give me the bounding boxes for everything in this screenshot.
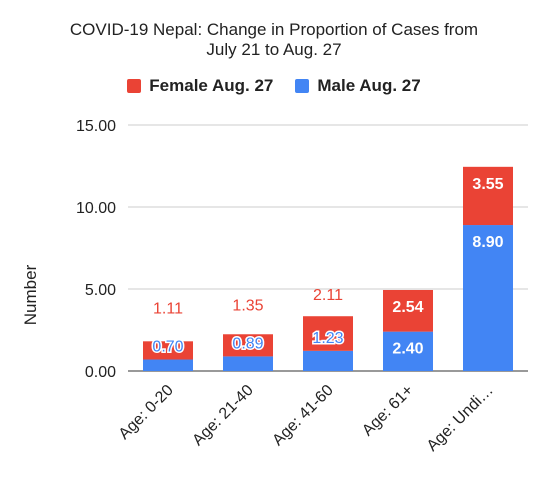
x-tick-label: Age: 61+ (359, 382, 417, 440)
data-label-male: 8.90 (472, 234, 503, 251)
legend-swatch-female (127, 79, 142, 93)
legend-label-male: Male Aug. 27 (317, 76, 421, 95)
legend-swatch-male (295, 79, 310, 93)
data-label-male: 1.23 (312, 330, 343, 347)
bar-male (383, 331, 433, 371)
bar-female (303, 316, 353, 351)
bar-male (303, 350, 353, 371)
x-tick-label: Age: 0-20 (116, 382, 177, 443)
gridlines (128, 124, 528, 372)
chart-title: COVID-19 Nepal: Change in Proportion of … (0, 20, 548, 60)
legend-item-female[interactable]: Female Aug. 27 (127, 76, 273, 96)
bar-male (463, 225, 513, 371)
x-tick-label: Age: Undi… (424, 382, 497, 455)
y-tick-label: 5.00 (85, 282, 116, 299)
data-labels: 0.70 1.11 0.89 1.35 1.23 2.11 2.40 2.54 8.90 3.55 (151, 176, 504, 358)
x-tick-label: Age: 41-60 (269, 382, 336, 449)
data-label-female: 2.11 (313, 287, 343, 304)
data-label-female: 1.35 (232, 297, 263, 314)
x-tick-labels: Age: 0-20 Age: 21-40 Age: 41-60 Age: 61+ Age… (116, 382, 497, 455)
data-label-female: 2.54 (392, 299, 423, 316)
legend-item-male[interactable]: Male Aug. 27 (295, 76, 421, 96)
data-label-female: 1.11 (153, 301, 183, 318)
data-label-male: 0.89 (232, 335, 263, 352)
bar-male (143, 359, 193, 371)
y-tick-labels: 0.00 5.00 10.00 15.00 (76, 118, 116, 381)
bar-female (463, 166, 513, 226)
legend-label-female: Female Aug. 27 (149, 76, 274, 95)
data-label-female: 3.55 (472, 176, 503, 193)
y-tick-label: 15.00 (76, 118, 116, 135)
x-tick-label: Age: 21-40 (189, 382, 256, 449)
data-label-male: 0.70 (152, 339, 183, 356)
y-tick-label: 0.00 (85, 364, 116, 381)
data-label-male: 2.40 (392, 341, 423, 358)
chart-title-line-1: COVID-19 Nepal: Change in Proportion of … (69, 20, 479, 39)
bar-female (223, 334, 273, 357)
bar-female (383, 289, 433, 332)
legend: Female Aug. 27 Male Aug. 27 (0, 76, 548, 96)
bar-female (143, 341, 193, 360)
chart-title-line-2: July 21 to Aug. 27 (206, 40, 342, 59)
y-tick-label: 10.00 (76, 200, 116, 217)
bar-male (223, 356, 273, 371)
bars (143, 166, 513, 371)
y-axis-label: Number (21, 264, 40, 325)
